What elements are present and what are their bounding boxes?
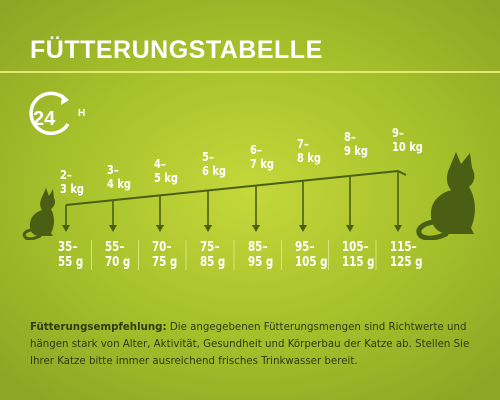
amount-label-8: 115– 125 g xyxy=(390,240,423,270)
amount-label-5: 85– 95 g xyxy=(248,240,274,270)
feeding-recommendation-text: Die angegebenen Fütterungsmengen sind Ri… xyxy=(30,320,470,367)
weight-label-5: 6– 7 kg xyxy=(250,142,274,171)
amount-label-6: 95– 105 g xyxy=(295,240,328,270)
weight-label-7: 8– 9 kg xyxy=(344,129,368,158)
title-underline xyxy=(0,71,500,73)
page-title: FÜTTERUNGSTABELLE xyxy=(30,36,323,64)
arrow-head-6 xyxy=(299,225,307,232)
arrow-head-1 xyxy=(62,225,70,232)
feeding-recommendation: Fütterungsempfehlung: Die angegebenen Fü… xyxy=(30,318,480,369)
amount-label-1: 35– 55 g xyxy=(58,240,84,270)
arrow-head-4 xyxy=(204,225,212,232)
weight-label-3: 4– 5 kg xyxy=(154,156,178,185)
24h-unit: H xyxy=(78,108,85,119)
arrow-head-2 xyxy=(109,225,117,232)
amount-label-4: 75– 85 g xyxy=(200,240,226,270)
large-cat-icon xyxy=(416,152,475,240)
arrow-head-3 xyxy=(156,225,164,232)
arrow-head-5 xyxy=(252,225,260,232)
weight-label-1: 2– 3 kg xyxy=(60,167,84,196)
weight-trend-line xyxy=(65,170,399,206)
amount-label-7: 105– 115 g xyxy=(342,240,375,270)
amount-label-3: 70– 75 g xyxy=(152,240,178,270)
weight-label-8: 9– 10 kg xyxy=(392,125,423,154)
small-cat-icon xyxy=(22,188,55,240)
weight-label-4: 5– 6 kg xyxy=(202,149,226,178)
weight-label-6: 7– 8 kg xyxy=(297,136,321,165)
arrow-head-7 xyxy=(346,225,354,232)
24h-clock-icon: 24 H xyxy=(29,91,85,136)
arrow-head-8 xyxy=(394,225,402,232)
feeding-recommendation-label: Fütterungsempfehlung: xyxy=(30,320,167,333)
24h-number: 24 xyxy=(33,108,56,130)
amount-label-2: 55– 70 g xyxy=(105,240,131,270)
weight-label-2: 3– 4 kg xyxy=(107,162,131,191)
trend-line-end xyxy=(397,170,407,176)
